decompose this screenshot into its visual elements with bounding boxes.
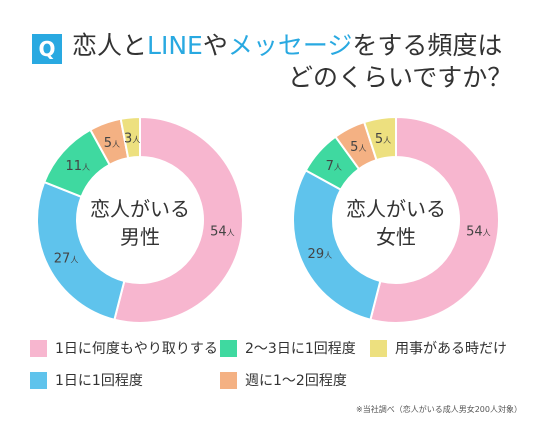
- slice-data-label: 29人: [308, 247, 333, 262]
- legend-swatch: [30, 339, 47, 357]
- legend-label: 用事がある時だけ: [395, 341, 507, 357]
- legend-item: 用事がある時だけ: [370, 338, 507, 358]
- donut-slice: [113, 115, 244, 324]
- donut-center-label: 恋人がいる: [90, 197, 190, 221]
- legend-swatch: [220, 339, 237, 357]
- legend-swatch: [220, 371, 237, 389]
- legend-label: 週に1〜2回程度: [245, 373, 347, 389]
- slice-data-label: 11人: [65, 159, 90, 174]
- legend-item: 1日に何度もやり取りする: [30, 338, 218, 358]
- slice-data-label: 54人: [466, 224, 491, 239]
- legend-swatch: [30, 371, 47, 389]
- title-segment: をする頻度は: [352, 31, 503, 60]
- slice-data-label: 3人: [124, 131, 140, 146]
- donut-center-label: 恋人がいる: [346, 197, 446, 221]
- donut-slice: [362, 115, 397, 162]
- title-segment-highlight: LINE: [147, 31, 203, 60]
- footnote: ※当社調べ（恋人がいる成人男女200人対象）: [356, 405, 522, 414]
- slice-data-label: 54人: [210, 224, 235, 239]
- donut-slice: [119, 115, 141, 160]
- title-segment: や: [202, 31, 228, 60]
- slice-data-label: 5人: [375, 132, 391, 147]
- question-badge: Q: [32, 34, 62, 64]
- legend-label: 1日に1回程度: [55, 373, 143, 389]
- donut-center-label: 女性: [376, 225, 416, 249]
- slice-data-label: 5人: [104, 136, 120, 151]
- page-title: 恋人とLINEやメッセージをする頻度は どのくらいですか？: [72, 30, 512, 94]
- title-segment-highlight: メッセージ: [227, 31, 353, 60]
- slice-data-label: 5人: [350, 140, 366, 155]
- slice-data-label: 27人: [54, 252, 79, 267]
- title-segment: 恋人と: [72, 31, 148, 60]
- legend-item: 週に1〜2回程度: [220, 370, 347, 390]
- donut-slice: [292, 169, 382, 321]
- legend-label: 2〜3日に1回程度: [245, 341, 356, 357]
- slice-data-label: 7人: [326, 159, 342, 174]
- legend-swatch: [370, 339, 387, 357]
- legend-item: 1日に1回程度: [30, 370, 143, 390]
- donut-center-label: 男性: [120, 225, 160, 249]
- title-line2: どのくらいですか？: [288, 63, 513, 92]
- donut-slice: [369, 115, 500, 324]
- legend-item: 2〜3日に1回程度: [220, 338, 356, 358]
- legend-label: 1日に何度もやり取りする: [55, 341, 218, 357]
